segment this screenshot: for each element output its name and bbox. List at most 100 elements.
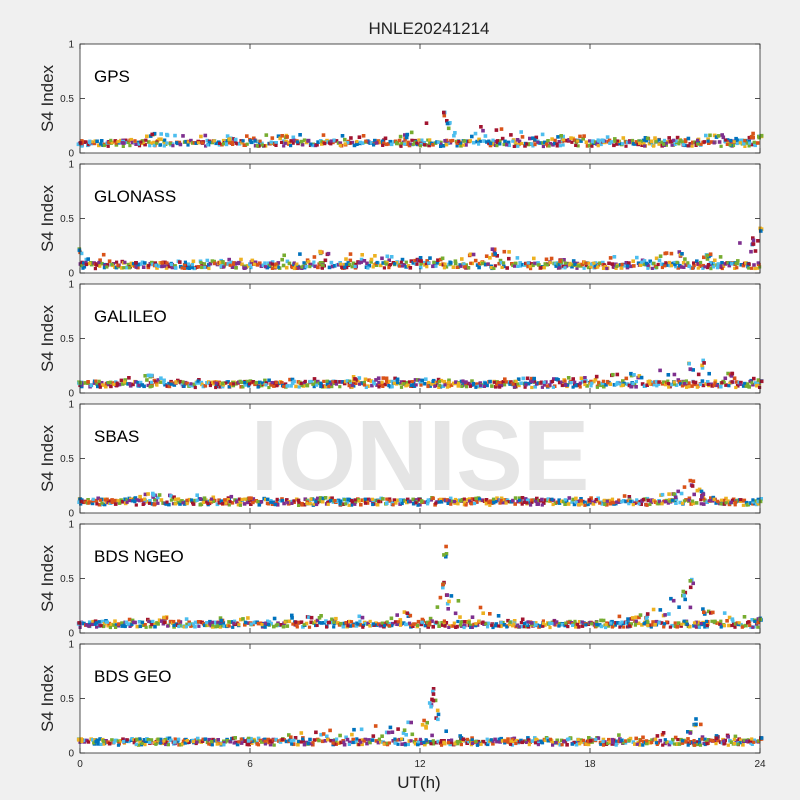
data-point [434,264,438,268]
data-point [358,619,362,623]
data-point [79,739,84,743]
data-point [578,134,582,139]
data-point [256,736,261,741]
data-point [143,142,147,147]
data-point [558,266,562,270]
data-point [316,140,320,144]
data-point [116,739,121,743]
data-point [587,261,591,265]
data-point [444,265,449,269]
data-point [463,381,467,385]
data-point [575,261,580,266]
data-point [260,381,265,385]
data-point [688,478,693,483]
data-point [653,737,658,742]
data-point [128,499,132,503]
data-point [294,264,298,269]
data-point [333,742,337,746]
data-point [701,383,706,388]
data-point [528,142,532,146]
data-point [700,735,705,739]
data-point [383,260,388,265]
data-point [646,620,650,624]
data-point [684,740,688,744]
data-point [705,257,710,261]
data-point [464,263,468,267]
data-point [751,242,756,246]
data-point [609,140,614,144]
data-point [684,379,688,383]
data-point [313,619,318,624]
data-point [213,620,217,625]
data-point [256,743,261,747]
data-point [579,376,584,381]
data-point [467,266,471,270]
data-point [265,265,269,269]
data-point [435,261,440,265]
data-point [319,384,323,389]
data-point [712,383,717,388]
data-point [726,371,730,376]
data-point [125,738,129,742]
data-point [377,385,381,389]
data-point [461,379,465,383]
data-point [550,497,554,501]
data-point [404,733,408,737]
data-point [426,740,430,744]
data-point [348,258,353,263]
data-point [752,140,756,144]
data-point [353,500,358,504]
data-point [105,497,109,501]
data-point [624,499,628,504]
data-point [109,138,113,142]
data-point [682,265,686,269]
data-point [362,380,366,385]
data-point [98,385,102,389]
data-point [433,698,438,703]
data-point [700,379,705,383]
data-point [353,502,357,506]
data-point [497,737,502,742]
data-point [359,257,364,262]
data-point [404,265,408,269]
data-point [416,740,421,744]
data-point [723,262,728,266]
data-point [731,143,736,148]
data-point [334,616,338,621]
data-point [338,385,342,389]
data-point [199,380,204,385]
data-point [605,499,609,503]
data-point [687,381,691,385]
data-point [314,380,318,384]
data-point [102,740,106,744]
data-point [664,251,669,255]
data-point [355,142,359,146]
data-point [134,142,138,146]
data-point [675,260,679,264]
data-point [493,737,497,742]
data-point [304,265,308,269]
data-point [458,615,462,619]
data-point [382,141,386,145]
data-point [506,500,510,504]
data-point [210,740,214,744]
data-point [238,379,242,383]
data-point [649,625,653,629]
data-point [309,497,313,501]
data-point [329,139,333,143]
data-point [343,265,347,269]
data-point [739,622,743,627]
data-point [272,624,276,629]
data-point [688,367,693,371]
data-point [239,257,243,262]
data-point [150,132,154,137]
data-point [227,624,231,628]
data-point [316,265,320,270]
data-point [212,139,216,143]
data-point [124,620,129,625]
data-point [483,262,488,267]
data-point [495,739,499,744]
data-point [744,261,748,265]
